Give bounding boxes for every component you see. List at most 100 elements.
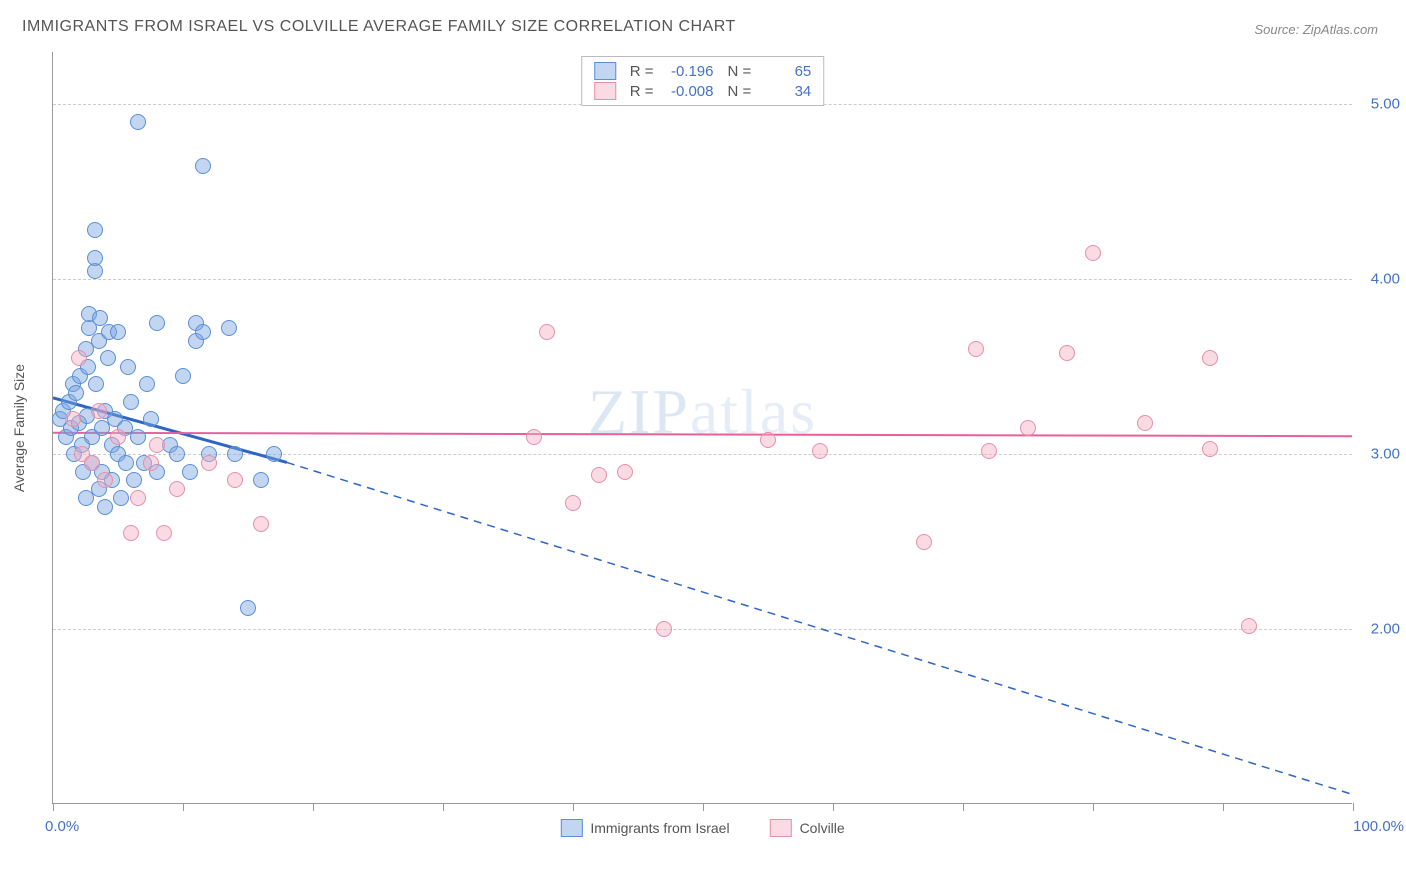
x-tick (833, 803, 834, 811)
point-colville (123, 525, 139, 541)
point-colville (227, 472, 243, 488)
point-israel (240, 600, 256, 616)
point-israel (149, 315, 165, 331)
n-label: N = (728, 63, 752, 80)
point-israel (118, 455, 134, 471)
n-value-israel: 65 (759, 63, 811, 80)
gridline (53, 454, 1352, 455)
point-israel (68, 385, 84, 401)
point-colville (591, 467, 607, 483)
point-israel (227, 446, 243, 462)
point-israel (221, 320, 237, 336)
point-israel (113, 490, 129, 506)
series-legend: Immigrants from Israel Colville (560, 819, 844, 837)
point-israel (182, 464, 198, 480)
r-value-colville: -0.008 (662, 83, 714, 100)
point-israel (253, 472, 269, 488)
point-israel (175, 368, 191, 384)
r-label: R = (630, 63, 654, 80)
point-colville (968, 341, 984, 357)
y-tick-label: 2.00 (1371, 621, 1400, 638)
point-israel (126, 472, 142, 488)
legend-label-israel: Immigrants from Israel (590, 820, 729, 836)
legend-swatch-colville (594, 82, 616, 100)
x-tick (1093, 803, 1094, 811)
point-colville (1020, 420, 1036, 436)
point-israel (123, 394, 139, 410)
point-colville (981, 443, 997, 459)
y-tick-label: 3.00 (1371, 446, 1400, 463)
legend-swatch-israel (594, 62, 616, 80)
point-israel (110, 324, 126, 340)
y-tick-label: 4.00 (1371, 271, 1400, 288)
legend-label-colville: Colville (800, 820, 845, 836)
x-tick (573, 803, 574, 811)
watermark: ZIPatlas (588, 375, 817, 449)
point-colville (156, 525, 172, 541)
point-colville (84, 455, 100, 471)
point-colville (565, 495, 581, 511)
point-israel (97, 499, 113, 515)
x-tick (183, 803, 184, 811)
point-colville (110, 429, 126, 445)
plot-area: ZIPatlas 2.003.004.005.00 Average Family… (52, 52, 1352, 804)
point-israel (266, 446, 282, 462)
legend-swatch-colville (770, 819, 792, 837)
point-colville (1059, 345, 1075, 361)
point-israel (87, 222, 103, 238)
point-colville (71, 350, 87, 366)
legend-row-israel: R = -0.196 N = 65 (594, 61, 812, 81)
point-colville (201, 455, 217, 471)
chart-title: IMMIGRANTS FROM ISRAEL VS COLVILLE AVERA… (22, 18, 736, 36)
gridline (53, 629, 1352, 630)
point-colville (539, 324, 555, 340)
r-label: R = (630, 83, 654, 100)
point-colville (91, 403, 107, 419)
point-israel (130, 429, 146, 445)
point-israel (87, 250, 103, 266)
source-attribution: Source: ZipAtlas.com (1254, 22, 1378, 37)
legend-item-colville: Colville (770, 819, 845, 837)
n-value-colville: 34 (759, 83, 811, 100)
y-tick-label: 5.00 (1371, 96, 1400, 113)
point-colville (130, 490, 146, 506)
point-colville (65, 411, 81, 427)
point-israel (195, 324, 211, 340)
x-tick (443, 803, 444, 811)
point-israel (130, 114, 146, 130)
point-colville (526, 429, 542, 445)
point-israel (169, 446, 185, 462)
point-colville (760, 432, 776, 448)
point-colville (97, 472, 113, 488)
legend-swatch-israel (560, 819, 582, 837)
trendline-solid (53, 433, 1352, 436)
point-colville (1241, 618, 1257, 634)
point-colville (149, 437, 165, 453)
point-israel (120, 359, 136, 375)
point-colville (617, 464, 633, 480)
x-tick (1223, 803, 1224, 811)
point-israel (195, 158, 211, 174)
legend-row-colville: R = -0.008 N = 34 (594, 81, 812, 101)
n-label: N = (728, 83, 752, 100)
point-colville (1202, 441, 1218, 457)
x-axis-min-label: 0.0% (45, 818, 79, 835)
x-tick (1353, 803, 1354, 811)
x-tick (963, 803, 964, 811)
x-axis-max-label: 100.0% (1353, 818, 1404, 835)
point-israel (143, 411, 159, 427)
point-israel (139, 376, 155, 392)
y-axis-label: Average Family Size (11, 363, 27, 491)
r-value-israel: -0.196 (662, 63, 714, 80)
gridline (53, 279, 1352, 280)
point-israel (100, 350, 116, 366)
point-colville (656, 621, 672, 637)
correlation-legend: R = -0.196 N = 65 R = -0.008 N = 34 (581, 56, 825, 106)
x-tick (53, 803, 54, 811)
trend-lines (53, 52, 1352, 803)
legend-item-israel: Immigrants from Israel (560, 819, 729, 837)
x-tick (313, 803, 314, 811)
point-colville (253, 516, 269, 532)
point-colville (916, 534, 932, 550)
point-colville (812, 443, 828, 459)
